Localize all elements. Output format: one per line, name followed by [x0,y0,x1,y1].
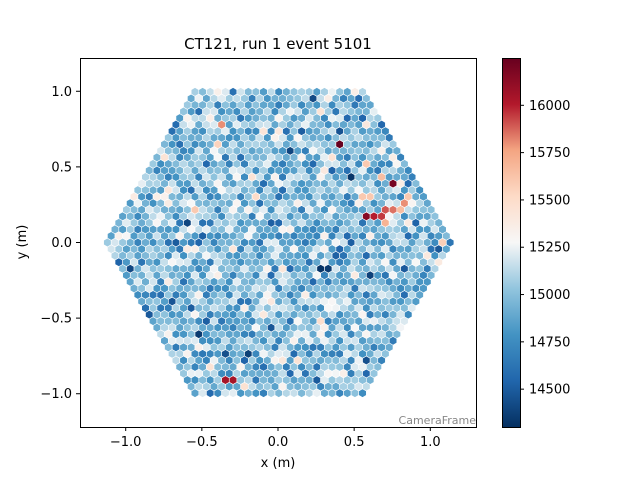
camera-pixel [267,87,276,97]
x-tick-label: 1.0 [420,435,441,450]
y-tick-label: 0.0 [51,236,72,251]
y-tick-label: −1.0 [40,387,72,402]
x-tick-label: −0.5 [186,435,218,450]
camera-frame-label: CameraFrame [399,414,477,427]
camera-pixel [221,87,230,97]
camera-pixel [228,87,238,97]
x-tick-label: 0.0 [268,435,289,450]
y-axis-ticks: −1.0 −0.5 0.0 0.5 1.0 [40,85,80,402]
camera-pixel [274,87,283,97]
x-tick-label: −1.0 [110,435,142,450]
camera-pixel [190,87,200,97]
colorbar-tick-label: 15500 [529,193,570,208]
camera-pixel [343,87,352,97]
camera-pixel [198,87,207,97]
camera-pixel [320,87,329,97]
camera-pixel [305,87,314,97]
colorbar-tick-label: 16000 [529,99,570,114]
x-tick-label: 0.5 [344,435,365,450]
camera-pixel [206,87,215,97]
y-axis-label: y (m) [15,225,30,260]
camera-pixels [103,87,455,398]
colorbar-tick-label: 15000 [529,288,570,303]
camera-pixel [335,87,344,97]
colorbar-tick-label: 14750 [529,335,570,350]
camera-pixel [312,87,321,97]
camera-pixel [358,87,367,97]
x-axis-ticks: −1.0 −0.5 0.0 0.5 1.0 [110,427,441,450]
colorbar-tick-label: 15250 [529,241,570,256]
camera-pixel [213,87,222,97]
camera-pixel [282,87,291,97]
camera-pixel [259,87,268,97]
y-tick-label: −0.5 [40,312,72,327]
camera-pixel [327,87,337,97]
camera-pixel [236,87,245,97]
camera-pixel [289,87,299,97]
y-tick-label: 0.5 [51,160,72,175]
colorbar [502,58,520,427]
camera-pixel [244,87,253,97]
colorbar-ticks: 14500 14750 15000 15250 15500 15750 16000 [520,99,570,398]
camera-pixel [251,87,261,97]
colorbar-frame [502,58,521,428]
chart-title: CT121, run 1 event 5101 [184,35,372,53]
colorbar-tick-label: 14500 [529,383,570,398]
y-tick-label: 1.0 [51,85,72,100]
camera-pixel [350,87,360,97]
camera-pixel [297,87,306,97]
x-axis-label: x (m) [261,456,296,471]
colorbar-tick-label: 15750 [529,146,570,161]
